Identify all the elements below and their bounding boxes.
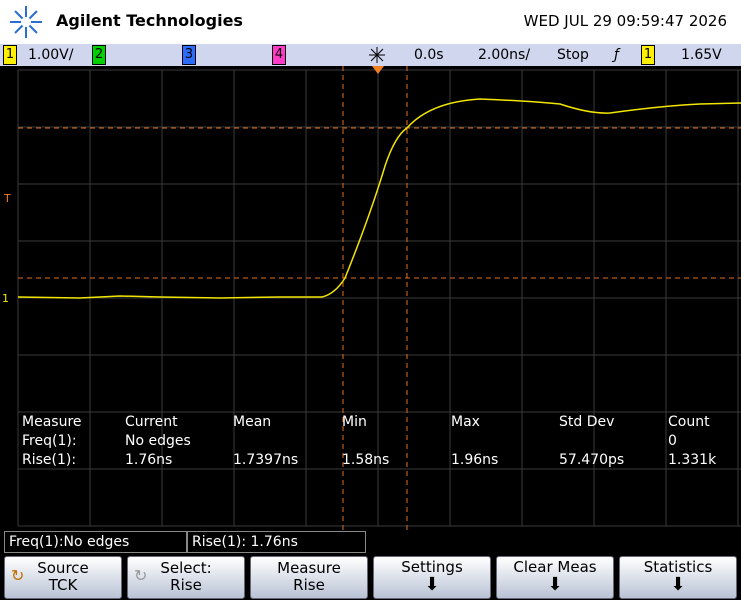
softkey-value: TCK: [48, 576, 78, 594]
cell: 1.58ns: [342, 452, 390, 468]
softkey-label: Measure: [277, 559, 341, 577]
cell: 0: [668, 433, 677, 449]
datetime: WED JUL 29 09:59:47 2026: [523, 12, 727, 30]
cycle-icon: ↻: [11, 566, 25, 585]
cell: 57.470ps: [559, 452, 625, 468]
cell: 1.7397ns: [233, 452, 299, 468]
time-scale: 2.00ns/: [478, 47, 531, 63]
ch1-scale: 1.00V/: [28, 47, 74, 63]
readout: Rise(1): 1.76ns: [187, 531, 366, 553]
column-header: Count: [668, 414, 710, 430]
time-offset: 0.0s: [414, 47, 444, 63]
ch1-marker: 1: [2, 292, 9, 305]
cell: Freq(1):: [22, 433, 77, 449]
cycle-icon: ↻: [134, 566, 148, 585]
status-bar: 1 1.00V/ 2 3 4 0.0s 2.00ns/ Stop ƒ 1 1.6…: [0, 44, 741, 66]
cell: 1.76ns: [125, 452, 173, 468]
trigger-marker: T: [3, 192, 11, 205]
arrow-icon: ⬇: [670, 574, 686, 595]
arrow-icon: ⬇: [424, 574, 440, 595]
softkey-label: Source: [37, 559, 89, 577]
column-header: Max: [451, 414, 480, 430]
softkey[interactable]: Select: Rise ↻: [127, 556, 245, 599]
softkey-label: Select:: [160, 559, 212, 577]
cell: No edges: [125, 433, 191, 449]
brand: Agilent Technologies: [56, 11, 243, 30]
arrow-icon: ⬇: [547, 574, 563, 595]
softkey-value: Rise: [170, 576, 202, 594]
softkey[interactable]: Settings ⬇: [373, 556, 491, 599]
cell: Rise(1):: [22, 452, 77, 468]
run-state: Stop: [557, 47, 589, 63]
softkey[interactable]: Measure Rise: [250, 556, 368, 599]
trigger-icon: [369, 47, 385, 63]
softkey[interactable]: Clear Meas ⬇: [496, 556, 614, 599]
ch1-badge: 1: [3, 45, 17, 65]
softkey-label: Statistics: [643, 558, 713, 576]
header: Agilent Technologies WED JUL 29 09:59:47…: [0, 0, 741, 44]
softkey-label: Settings: [401, 558, 463, 576]
graticule: T 1: [0, 66, 741, 530]
ch4-badge: 4: [272, 45, 286, 65]
ch2-badge: 2: [92, 45, 106, 65]
readout: Freq(1):No edges: [4, 531, 187, 553]
cell: 1.96ns: [451, 452, 499, 468]
column-header: Measure: [22, 414, 82, 430]
column-header: Std Dev: [559, 414, 615, 430]
softkey-value: Rise: [293, 576, 325, 594]
cell: 1.331k: [668, 452, 717, 468]
column-header: Min: [342, 414, 367, 430]
softkey[interactable]: Statistics ⬇: [619, 556, 737, 599]
slope-icon: ƒ: [614, 47, 619, 63]
column-header: Current: [125, 414, 178, 430]
ch3-badge: 3: [182, 45, 196, 65]
softkey[interactable]: Source TCK ↻: [4, 556, 122, 599]
softkey-label: Clear Meas: [513, 558, 597, 576]
column-header: Mean: [233, 414, 272, 430]
trigger-source: 1: [641, 45, 655, 65]
trigger-level: 1.65V: [681, 47, 722, 63]
logo: [10, 6, 42, 38]
